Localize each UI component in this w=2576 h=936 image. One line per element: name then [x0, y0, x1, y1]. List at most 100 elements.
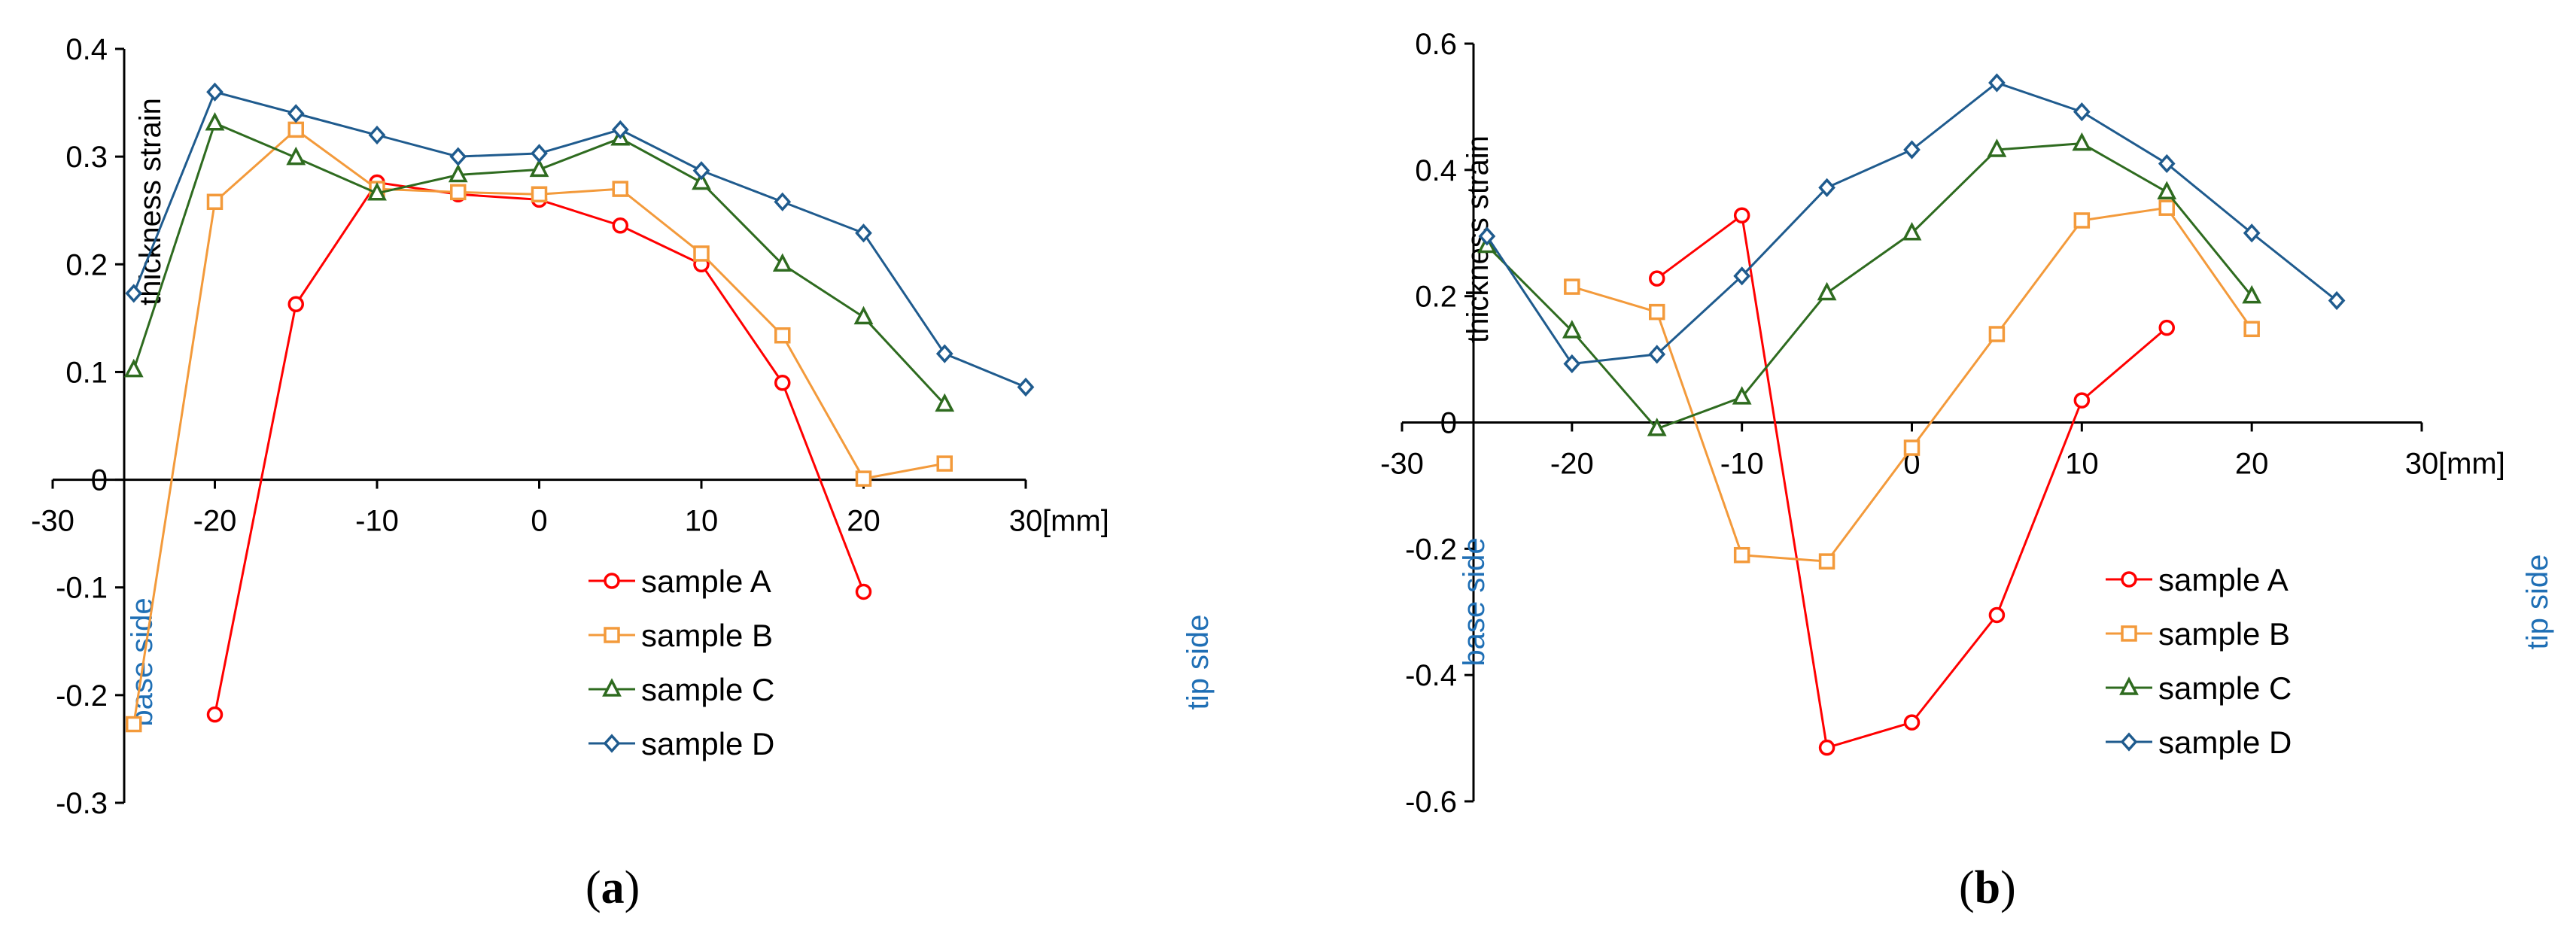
legend-marker: [604, 573, 620, 589]
legend-entry: sample D: [588, 726, 774, 761]
caption-close: ): [625, 862, 640, 913]
data-point: [772, 253, 792, 272]
data-point: [2073, 102, 2091, 122]
series-line: [132, 90, 1026, 388]
y-tick-label: -0.2: [56, 679, 108, 713]
data-point: [2328, 290, 2346, 311]
data-point: [287, 121, 304, 138]
data-point: [2157, 181, 2177, 199]
data-point: [1649, 270, 1665, 287]
data-point: [2072, 132, 2092, 151]
data-point: [936, 455, 953, 472]
legend-label: sample B: [641, 618, 773, 653]
data-point: [1988, 606, 2006, 624]
legend-entry: sample A: [2106, 562, 2289, 597]
data-point: [774, 192, 792, 211]
data-point: [1649, 303, 1665, 321]
caption-letter: b: [1975, 862, 2000, 913]
data-point: [1564, 278, 1580, 295]
data-point: [1987, 138, 2007, 157]
data-point: [2242, 284, 2262, 304]
data-point: [853, 305, 874, 325]
data-point: [1647, 418, 1667, 436]
data-point: [1733, 546, 1750, 564]
data-point: [286, 146, 306, 166]
base-side-label: base side: [1458, 537, 1491, 666]
data-point: [448, 163, 468, 183]
data-point: [1903, 714, 1921, 731]
series-sample-c: [123, 112, 955, 412]
legend-entry: sample C: [588, 672, 774, 707]
y-tick-label: 0.2: [65, 248, 108, 281]
y-tick-label: -0.3: [56, 787, 108, 820]
data-point: [1818, 178, 1835, 197]
y-tick-label: 0.1: [65, 356, 108, 389]
caption-open: (: [585, 862, 601, 913]
data-point: [2158, 153, 2176, 174]
data-point: [529, 158, 549, 178]
data-point: [855, 583, 872, 600]
data-point: [2158, 199, 2175, 216]
x-tick-label: -10: [1720, 448, 1764, 481]
series-line: [1486, 142, 2253, 430]
x-tick-label: 0: [531, 505, 547, 538]
data-point: [2243, 223, 2261, 243]
data-point: [693, 245, 710, 262]
data-point: [2158, 319, 2175, 336]
data-point: [855, 470, 872, 487]
legend-marker: [603, 734, 621, 753]
data-point: [1733, 207, 1750, 224]
legend-marker: [2120, 732, 2138, 752]
x-tick-label: -20: [1550, 448, 1594, 481]
data-point: [1478, 226, 1496, 246]
data-point: [1818, 739, 1835, 756]
data-point: [1988, 326, 2006, 342]
y-tick-label: 0.6: [1415, 28, 1457, 61]
data-point: [1562, 320, 1582, 339]
tip-side-label: tip side: [1182, 615, 1215, 710]
legend-marker: [604, 627, 620, 643]
y-tick-label: -0.1: [56, 572, 108, 605]
legend-entry: sample B: [588, 618, 773, 653]
data-point: [531, 144, 548, 163]
data-point: [1903, 439, 1921, 456]
legend-marker: [2121, 571, 2137, 588]
x-tick-label: 30: [1009, 505, 1043, 538]
x-tick-label: 10: [2065, 448, 2099, 481]
data-point: [531, 186, 548, 202]
data-point: [1017, 377, 1035, 397]
y-tick-label: 0.4: [1415, 154, 1457, 187]
y-tick-label: 0.2: [1415, 281, 1457, 314]
series-sample-d: [125, 82, 1035, 397]
data-point: [1563, 354, 1581, 374]
data-point: [1988, 73, 2006, 93]
data-point: [123, 358, 144, 378]
legend-marker: [602, 678, 622, 697]
y-axis-title: thickness strain: [134, 98, 167, 305]
x-tick-label: -30: [1380, 448, 1424, 481]
data-point: [774, 374, 791, 391]
y-tick-label: 0.4: [65, 33, 108, 66]
data-point: [2073, 212, 2091, 229]
x-tick-label: 10: [685, 505, 719, 538]
tip-side-label: tip side: [2521, 555, 2554, 650]
legend-label: sample B: [2158, 616, 2290, 652]
data-point: [692, 161, 710, 181]
x-unit-label: [mm]: [2438, 448, 2505, 481]
legend-label: sample A: [2158, 562, 2289, 597]
data-point: [287, 296, 304, 312]
y-tick-label: 0: [1440, 407, 1457, 440]
x-tick-label: -10: [355, 505, 399, 538]
x-unit-label: [mm]: [1042, 505, 1109, 538]
data-point: [1903, 140, 1921, 160]
legend-marker: [2119, 676, 2139, 695]
data-point: [692, 171, 711, 190]
data-point: [774, 327, 791, 344]
y-tick-label: 0.3: [65, 141, 108, 174]
data-point: [1732, 386, 1752, 405]
legend-entry: sample D: [2106, 725, 2292, 760]
x-tick-label: -30: [31, 505, 75, 538]
legend-entry: sample C: [2106, 670, 2292, 706]
